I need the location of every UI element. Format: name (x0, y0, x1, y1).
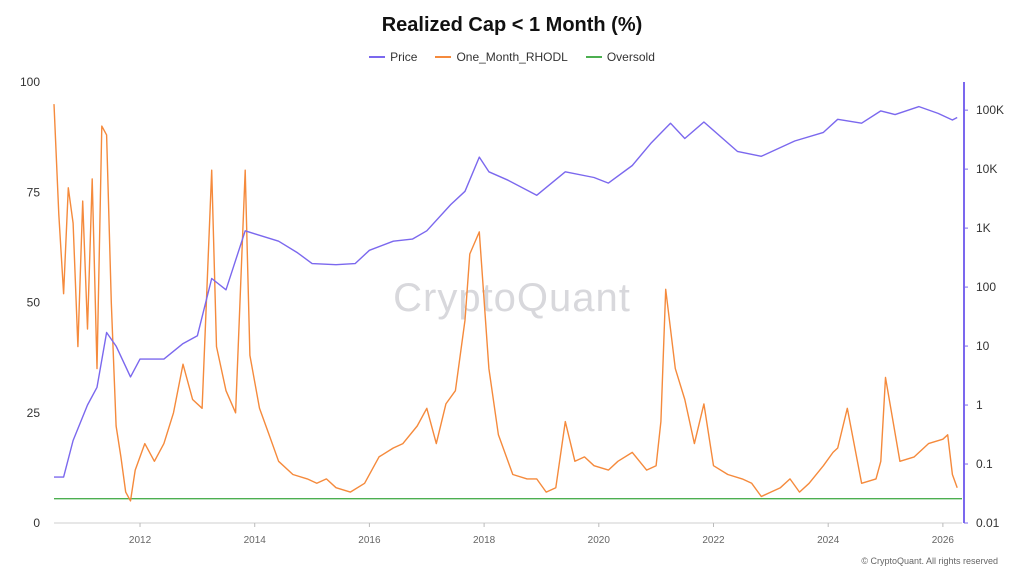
legend-label-rhodl: One_Month_RHODL (456, 50, 568, 64)
legend-label-oversold: Oversold (606, 50, 655, 64)
series-layer (53, 104, 962, 502)
y-right-tick-label: 100K (976, 103, 1004, 117)
y-left-tick-label: 25 (27, 406, 41, 420)
x-tick-label: 2020 (588, 535, 611, 546)
watermark: CryptoQuant (393, 276, 631, 320)
x-tick-label: 2026 (932, 535, 955, 546)
x-tick-label: 2012 (129, 535, 152, 546)
y-right-tick-label: 0.01 (976, 516, 1000, 530)
legend-swatch-oversold (585, 56, 602, 58)
x-tick-label: 2022 (702, 535, 725, 546)
x-tick-label: 2016 (358, 535, 381, 546)
copyright-credit: © CryptoQuant. All rights reserved (861, 556, 998, 566)
x-tick-label: 2018 (473, 535, 496, 546)
series-line-one-month-rhodl (53, 104, 958, 502)
y-right-tick-label: 10 (976, 339, 990, 353)
x-tick-label: 2014 (244, 535, 267, 546)
legend-swatch-rhodl (435, 56, 452, 58)
legend-item-oversold[interactable]: Oversold (585, 50, 655, 64)
legend-item-price[interactable]: Price (369, 50, 417, 64)
y-right-tick-label: 100 (976, 280, 996, 294)
y-left-tick-label: 100 (20, 75, 40, 89)
y-left-tick-label: 50 (27, 296, 41, 310)
y-left-tick-label: 0 (33, 516, 40, 530)
y-right-tick-label: 1K (976, 221, 991, 235)
y-right-tick-label: 1 (976, 398, 983, 412)
chart-title: Realized Cap < 1 Month (%) (381, 14, 643, 36)
y-left-tick-label: 75 (27, 185, 41, 199)
axes: 2012 2014 2016 2018 2020 2022 2024 2026 0 25 50 75 1… (20, 75, 1004, 546)
y-right-tick-label: 10K (976, 162, 997, 176)
y-right-tick-label: 0.1 (976, 457, 993, 471)
legend: Price One_Month_RHODL Oversold (0, 50, 1024, 64)
legend-swatch-price (369, 56, 386, 58)
x-tick-label: 2024 (817, 535, 840, 546)
legend-label-price: Price (390, 50, 418, 64)
series-line-price (54, 105, 958, 478)
legend-item-rhodl[interactable]: One_Month_RHODL (435, 50, 568, 64)
